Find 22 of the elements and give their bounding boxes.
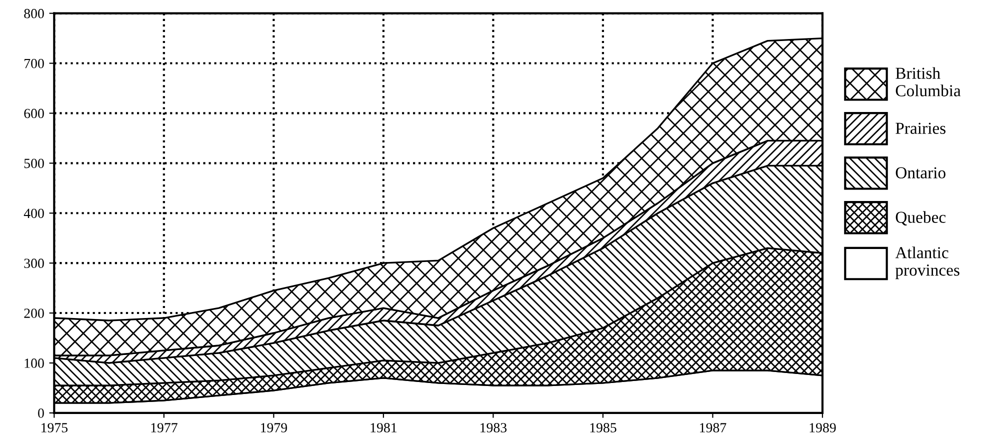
legend-label: Prairies — [896, 122, 946, 134]
x-tick-label: 1983 — [480, 423, 507, 432]
y-tick-label: 0 — [38, 408, 44, 418]
legend-label: Atlantic provinces — [895, 246, 960, 280]
y-tick-label: 100 — [24, 358, 44, 368]
legend-label: Quebec — [896, 211, 946, 226]
x-tick-label: 1975 — [42, 423, 68, 432]
legend-label: British Columbia — [896, 67, 961, 96]
y-tick-label: 200 — [24, 308, 44, 318]
y-tick-label: 700 — [24, 58, 44, 68]
y-tick-label: 500 — [24, 158, 44, 168]
y-tick-label: 800 — [24, 8, 44, 18]
y-tick-label: 400 — [24, 208, 44, 218]
x-tick-label: 1981 — [370, 423, 396, 432]
x-tick-label: 1979 — [261, 423, 288, 432]
y-tick-label: 600 — [24, 108, 44, 118]
x-tick-label: 1985 — [590, 423, 616, 432]
legend-label: Ontario — [896, 167, 946, 178]
x-tick-label: 1977 — [151, 423, 178, 432]
x-tick-label: 1989 — [810, 423, 836, 432]
y-tick-label: 300 — [24, 258, 44, 268]
x-tick-label: 1987 — [700, 423, 726, 432]
